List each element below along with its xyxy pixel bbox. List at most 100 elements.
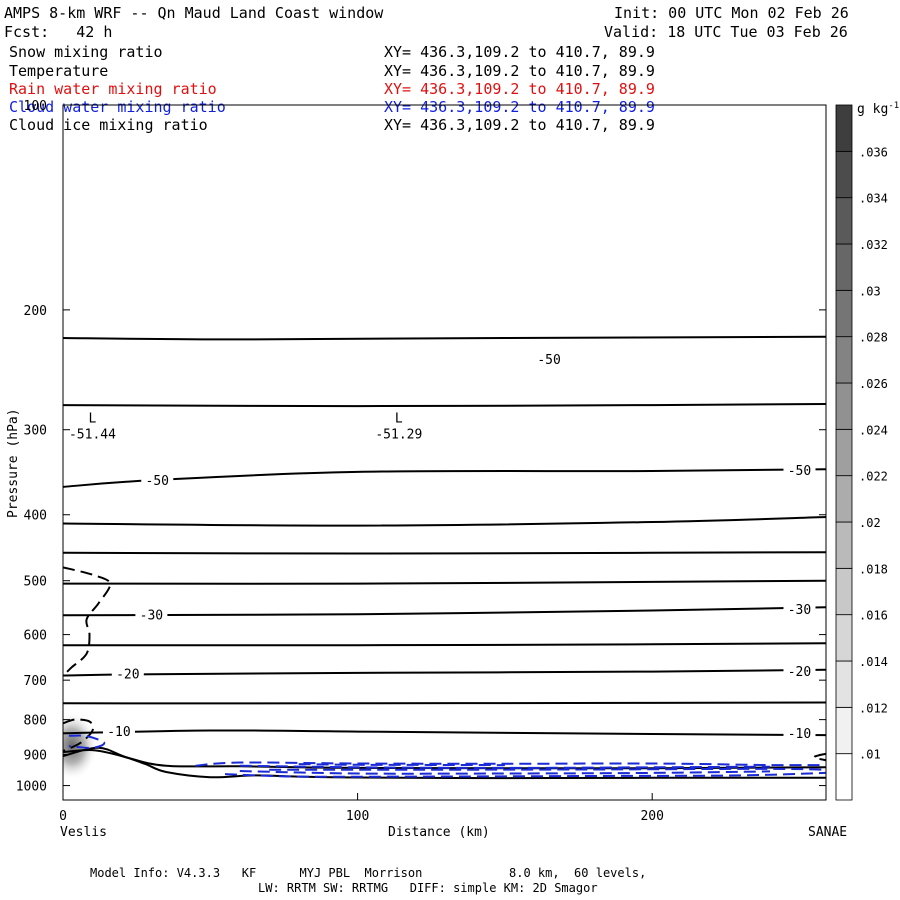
temp-label-bg <box>141 473 174 488</box>
low-value: -51.29 <box>375 428 422 443</box>
chart-title: AMPS 8-km WRF -- Qn Maud Land Coast wind… <box>4 4 384 22</box>
temp-label-bg <box>783 726 816 741</box>
temp-label: -20 <box>788 665 811 680</box>
temp-label-bg <box>102 723 135 738</box>
isotherm-line-2 <box>63 468 826 488</box>
y-tick-label: 1000 <box>16 780 47 795</box>
temp-label: -30 <box>788 603 811 618</box>
temp-label: -50 <box>537 353 560 368</box>
model-info-line1: Model Info: V4.3.3 KF MYJ PBL Morrison 8… <box>90 866 647 880</box>
y-tick-label: 900 <box>24 748 47 763</box>
colorbar-swatch <box>835 521 853 569</box>
colorbar-tick-label: .014 <box>859 655 888 669</box>
isotherm-line-6 <box>63 606 826 617</box>
y-tick-label: 300 <box>24 424 47 439</box>
colorbar-swatch <box>835 243 853 291</box>
x-tick-label: 200 <box>640 809 663 824</box>
cloud-water-contour-6 <box>298 763 505 767</box>
colorbar-swatch <box>835 614 853 662</box>
field-xy-cloud-water: XY= 436.3,109.2 to 410.7, 89.9 <box>384 98 655 116</box>
colorbar-tick-label: .022 <box>859 470 888 484</box>
colorbar-tick-label: .034 <box>859 192 888 206</box>
forecast-hour: Fcst: 42 h <box>4 23 113 41</box>
colorbar-swatch <box>835 336 853 384</box>
axes: 100 200 300 400 500 600 700 800 900 1000 0 100 200 <box>16 99 826 824</box>
isotherm-line-9 <box>63 701 826 705</box>
colorbar-tick-label: .026 <box>859 377 888 391</box>
model-info-line2: LW: RRTM SW: RRTMG DIFF: simple KM: 2D S… <box>258 881 598 895</box>
temp-label-bg <box>783 463 816 478</box>
colorbar-swatch <box>835 289 853 338</box>
colorbar-swatch <box>835 104 853 152</box>
isotherm-line-5 <box>63 579 826 585</box>
isotherm-line-1 <box>63 403 826 408</box>
cloud-water-contour-1 <box>195 761 826 767</box>
field-xy-temperature: XY= 436.3,109.2 to 410.7, 89.9 <box>384 62 655 80</box>
colorbar-swatch <box>835 567 853 616</box>
y-tick-label: 600 <box>24 629 47 644</box>
isotherm-line-8 <box>63 668 826 677</box>
isotherm-line-0 <box>63 335 826 341</box>
field-name-rain: Rain water mixing ratio <box>9 80 217 98</box>
colorbar-tick-label: .028 <box>859 331 888 345</box>
colorbar-swatch <box>835 475 853 523</box>
colorbar-tick-label: .018 <box>859 562 888 576</box>
colorbar-tick-label: .012 <box>859 701 888 715</box>
y-tick-label: 100 <box>24 99 47 114</box>
field-name-snow: Snow mixing ratio <box>9 43 163 61</box>
colorbar-swatch <box>835 428 853 477</box>
temp-label: -10 <box>107 725 130 740</box>
x-axis-title: Distance (km) <box>388 825 490 840</box>
plot-area: -50-50-50-30 -30-20 -20-10 -10L-51.44L-51.2… <box>63 335 826 781</box>
y-tick-label: 400 <box>24 509 47 524</box>
y-tick-label: 700 <box>24 674 47 689</box>
field-xy-rain: XY= 436.3,109.2 to 410.7, 89.9 <box>384 80 655 98</box>
cloud-water-contour-3 <box>269 767 826 771</box>
temp-label-bg <box>111 666 144 681</box>
plot-frame <box>62 104 827 801</box>
isotherm-line-3 <box>63 516 826 527</box>
low-marker: L <box>395 412 403 427</box>
field-name-cloud-water: Cloud water mixing ratio <box>9 98 226 116</box>
temp-label-bg <box>135 607 168 622</box>
colorbar-tick-label: .016 <box>859 609 888 623</box>
colorbar: .01 .012 .014 .016 .018 .02 .022 .024 .026 .028 .0… <box>835 101 899 801</box>
colorbar-swatch <box>835 382 853 430</box>
colorbar-tick-label: .03 <box>859 284 881 298</box>
cloud-water-contour-0 <box>68 734 106 749</box>
field-xy-snow: XY= 436.3,109.2 to 410.7, 89.9 <box>384 43 655 61</box>
field-name-temperature: Temperature <box>9 62 109 80</box>
colorbar-tick-label: .024 <box>859 423 888 437</box>
temp-label: -20 <box>116 668 139 683</box>
left-end-label: Veslis <box>60 825 107 840</box>
cloud-water-contour-5 <box>224 771 826 778</box>
temp-label-bg <box>783 601 816 616</box>
cloud-ice-contour-0 <box>63 566 112 677</box>
field-name-cloud-ice: Cloud ice mixing ratio <box>9 116 208 134</box>
low-marker: L <box>89 412 97 427</box>
colorbar-units: g kg-1 <box>857 101 899 117</box>
isotherm-line-7 <box>63 642 826 647</box>
valid-time: Valid: 18 UTC Tue 03 Feb 26 <box>604 23 848 41</box>
init-time: Init: 00 UTC Mon 02 Feb 26 <box>614 4 849 22</box>
colorbar-tick-label: .02 <box>859 516 881 530</box>
isotherm-line-10 <box>63 729 826 737</box>
temp-label: -50 <box>146 474 169 489</box>
cloud-water-contour-4 <box>239 770 771 775</box>
y-tick-label: 800 <box>24 714 47 729</box>
temp-label: -10 <box>788 727 811 742</box>
low-value: -51.44 <box>69 428 116 443</box>
right-end-label: SANAE <box>808 825 847 840</box>
y-tick-label: 200 <box>24 304 47 319</box>
colorbar-swatch <box>835 753 853 801</box>
snow-shading <box>63 712 98 781</box>
colorbar-tick-label: .032 <box>859 238 888 252</box>
colorbar-tick-label: .036 <box>859 145 888 159</box>
colorbar-swatch <box>835 150 853 199</box>
field-xy-cloud-ice: XY= 436.3,109.2 to 410.7, 89.9 <box>384 116 655 134</box>
cloud-ice-contour-1 <box>63 718 95 753</box>
temp-label: -30 <box>140 608 163 623</box>
colorbar-swatch <box>835 660 853 708</box>
colorbar-swatch <box>835 197 853 245</box>
